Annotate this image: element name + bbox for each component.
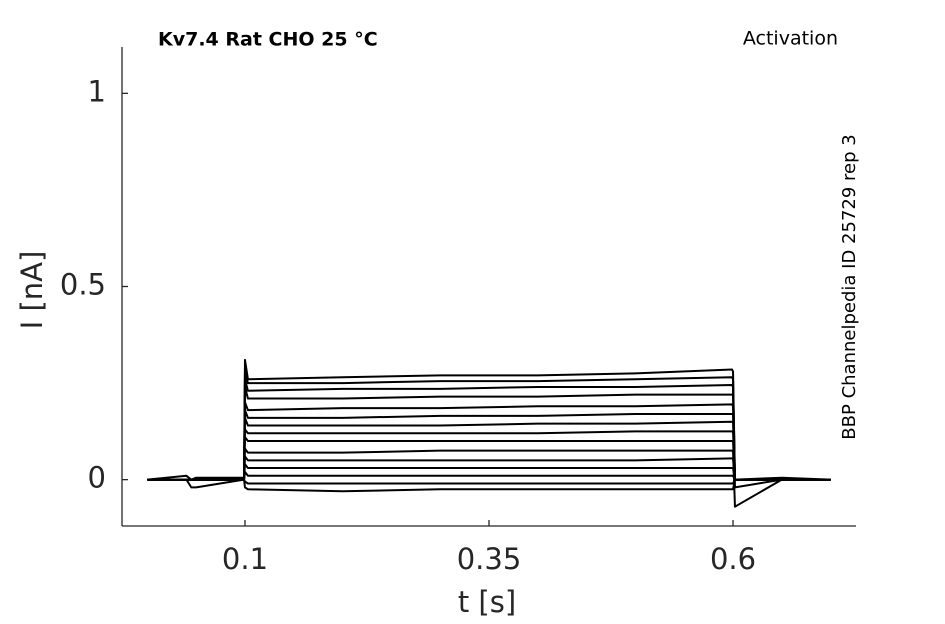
trace: [147, 478, 831, 493]
chart-subtitle: Activation: [743, 28, 838, 50]
y-tick-label: 0: [88, 461, 106, 495]
x-tick-label: 0.1: [222, 542, 268, 576]
x-tick-label: 0.6: [710, 542, 756, 576]
annotation: BBP Channelpedia ID 25729 rep 3: [839, 134, 860, 439]
chart-title: Kv7.4 Rat CHO 25 °C: [158, 29, 378, 51]
y-tick-label: 1: [88, 74, 106, 108]
x-axis-label: t [s]: [458, 585, 516, 619]
y-tick-label: 0.5: [60, 268, 106, 302]
x-tick-label: 0.35: [457, 542, 522, 576]
y-axis-label: I [nA]: [15, 251, 49, 330]
